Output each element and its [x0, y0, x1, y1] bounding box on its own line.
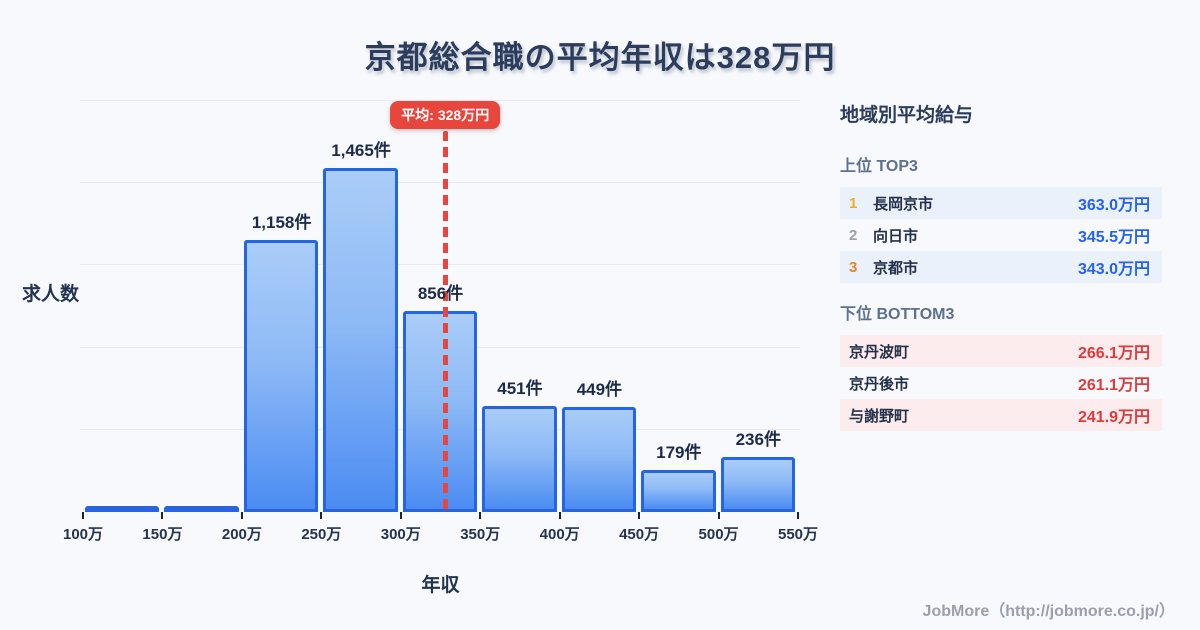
bar-value-label: 1,465件 — [331, 140, 391, 160]
x-tick-label: 300万 — [380, 526, 421, 543]
region-panel-title: 地域別平均給与 — [840, 105, 974, 126]
x-tick-label: 500万 — [698, 526, 739, 543]
gridline — [80, 264, 800, 266]
histogram-bar — [720, 456, 795, 512]
bar-value-label: 1,158件 — [251, 213, 312, 233]
region-row: 京丹波町 266.1万円 — [840, 335, 1162, 367]
x-tick-mark — [82, 512, 84, 519]
bar-value-label: 449件 — [576, 379, 623, 399]
y-axis-label: 求人数 — [22, 284, 80, 305]
region-row: 2 向日市 345.5万円 — [840, 219, 1162, 251]
x-axis-label: 年収 — [421, 575, 460, 596]
histogram-bar — [482, 406, 557, 512]
average-line — [442, 131, 448, 512]
top3-table: 1 長岡京市 363.0万円 2 向日市 345.5万円 3 京都市 343.0… — [840, 187, 1162, 283]
region-name: 与謝野町 — [849, 407, 910, 425]
region-name: 京都市 — [873, 259, 919, 277]
x-tick-mark — [558, 512, 561, 519]
region-value: 266.1万円 — [1077, 345, 1150, 362]
page-title: 京都総合職の平均年収は328万円 — [364, 40, 836, 75]
region-row: 京丹後市 261.1万円 — [840, 367, 1162, 399]
salary-histogram: 100万 150万 200万 250万 300万 350万 400万 450万 500万 550万… — [63, 100, 818, 543]
bar-value-label: 856件 — [417, 283, 464, 303]
histogram-bar — [243, 240, 319, 512]
histogram-bar — [323, 167, 398, 512]
rank-badge: 1 — [849, 194, 858, 212]
bottom3-heading: 下位 BOTTOM3 — [840, 306, 955, 323]
region-row: 3 京都市 343.0万円 — [840, 251, 1162, 283]
bottom3-table: 京丹波町 266.1万円 京丹後市 261.1万円 与謝野町 241.9万円 — [840, 335, 1162, 431]
x-tick-label: 450万 — [619, 526, 660, 543]
x-tick-label: 250万 — [301, 526, 342, 543]
histogram-bar — [402, 310, 478, 512]
histogram-bar — [164, 506, 239, 512]
x-tick-mark — [240, 512, 243, 519]
x-tick-label: 350万 — [460, 526, 501, 543]
region-row: 与謝野町 241.9万円 — [840, 399, 1162, 431]
bar-value-label: 236件 — [735, 429, 781, 449]
x-tick-mark — [399, 512, 402, 519]
gridline — [80, 100, 800, 101]
region-value: 343.0万円 — [1077, 261, 1150, 278]
x-tick-label: 200万 — [221, 526, 262, 543]
average-badge: 平均: 328万円 — [390, 101, 501, 129]
credit-footer: JobMore（http://jobmore.co.jp/） — [922, 603, 1175, 620]
x-tick-label: 150万 — [142, 526, 183, 543]
bar-value-label: 451件 — [497, 379, 543, 399]
region-value: 261.1万円 — [1077, 377, 1150, 394]
x-tick-label: 550万 — [777, 526, 819, 543]
region-value: 345.5万円 — [1077, 229, 1150, 246]
x-tick-mark — [161, 512, 164, 519]
x-tick-mark — [717, 512, 720, 519]
region-name: 長岡京市 — [873, 195, 934, 213]
x-tick-mark — [479, 512, 482, 519]
rank-badge: 2 — [849, 226, 858, 244]
region-row: 1 長岡京市 363.0万円 — [840, 187, 1162, 219]
x-tick-mark — [320, 512, 323, 519]
histogram-bar — [561, 406, 637, 512]
x-tick-label: 100万 — [62, 526, 104, 543]
region-salary-panel: 地域別平均給与 上位 TOP3 1 長岡京市 363.0万円 2 向日市 345… — [840, 100, 1162, 448]
region-value: 241.9万円 — [1077, 409, 1150, 426]
histogram-bar — [641, 469, 716, 512]
x-tick-mark — [797, 512, 799, 519]
region-name: 京丹波町 — [849, 343, 910, 361]
region-value: 363.0万円 — [1077, 197, 1150, 214]
gridline — [80, 182, 800, 184]
histogram-bar — [85, 506, 160, 512]
x-tick-mark — [638, 512, 641, 519]
rank-badge: 3 — [849, 258, 858, 276]
x-tick-label: 400万 — [539, 526, 580, 543]
region-name: 向日市 — [873, 227, 919, 245]
top3-heading: 上位 TOP3 — [840, 158, 918, 175]
region-name: 京丹後市 — [849, 375, 910, 393]
bar-value-label: 179件 — [656, 442, 702, 462]
